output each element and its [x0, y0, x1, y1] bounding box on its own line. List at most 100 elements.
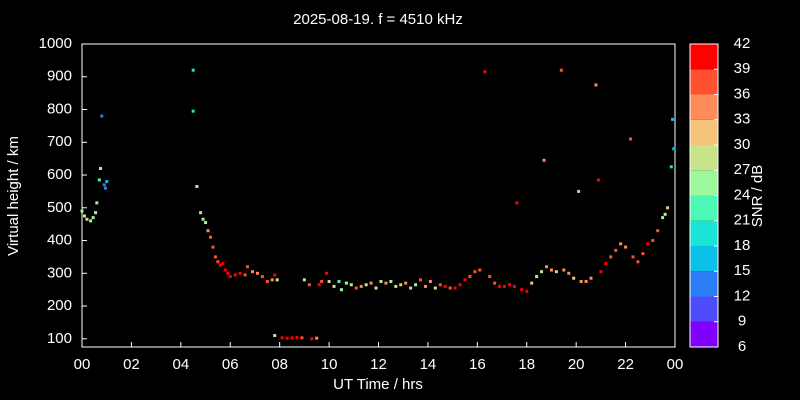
data-point — [102, 183, 106, 187]
colorbar-band — [690, 145, 718, 171]
data-point — [473, 270, 477, 274]
data-point — [384, 281, 388, 285]
data-point — [223, 268, 227, 272]
data-point — [636, 260, 640, 264]
data-point — [211, 245, 215, 249]
data-point — [349, 283, 353, 287]
data-point — [545, 265, 549, 269]
data-point — [428, 279, 432, 283]
data-point — [364, 283, 368, 287]
data-point — [80, 209, 84, 213]
data-point — [535, 275, 539, 279]
colorbar-tick-label: 21 — [734, 212, 751, 229]
data-point — [651, 239, 655, 243]
data-point — [359, 284, 363, 288]
y-tick-label: 600 — [47, 166, 72, 183]
data-point — [300, 336, 304, 340]
data-point — [332, 284, 336, 288]
colorbar-band — [690, 271, 718, 297]
y-tick-label: 100 — [47, 330, 72, 347]
data-point — [228, 275, 232, 279]
y-tick-label: 500 — [47, 199, 72, 216]
data-point — [614, 248, 618, 252]
data-point — [567, 271, 571, 275]
data-point — [100, 114, 104, 118]
colorbar-tick-label: 9 — [738, 313, 746, 330]
data-point — [307, 283, 311, 287]
data-point — [512, 284, 516, 288]
data-point — [520, 288, 524, 292]
data-point — [379, 279, 383, 283]
data-point — [265, 279, 269, 283]
data-point — [656, 229, 660, 233]
data-point — [105, 180, 109, 184]
colorbar-band — [690, 170, 718, 196]
data-point — [255, 271, 259, 275]
data-point — [103, 186, 107, 190]
data-point — [661, 216, 665, 220]
plot-frame — [81, 43, 676, 348]
data-point — [325, 271, 329, 275]
data-point — [290, 336, 294, 340]
data-point — [596, 178, 600, 182]
data-point — [273, 273, 277, 277]
y-tick-label: 1000 — [39, 35, 72, 52]
data-point — [221, 261, 225, 265]
data-point — [478, 268, 482, 272]
x-tick-label: 22 — [617, 356, 634, 373]
data-point — [243, 273, 247, 277]
data-point — [549, 268, 553, 272]
data-point — [99, 166, 103, 170]
data-point — [629, 137, 633, 141]
data-point — [443, 284, 447, 288]
colorbar-band — [690, 321, 718, 347]
data-point — [542, 158, 546, 162]
x-tick-label: 14 — [420, 356, 437, 373]
data-point — [216, 260, 220, 264]
data-point — [233, 273, 237, 277]
data-point — [95, 201, 99, 205]
data-point — [463, 278, 467, 282]
data-point — [589, 276, 593, 280]
colorbar-tick-label: 27 — [734, 161, 751, 178]
x-tick-label: 16 — [469, 356, 486, 373]
data-point — [433, 286, 437, 290]
data-point — [619, 242, 623, 246]
data-point — [218, 263, 222, 267]
data-point — [666, 206, 670, 210]
data-point — [525, 289, 529, 293]
data-point — [503, 284, 507, 288]
colorbar-band — [690, 44, 718, 70]
data-point — [337, 279, 341, 283]
x-tick-label: 12 — [370, 356, 387, 373]
data-point — [577, 189, 581, 193]
data-point — [82, 214, 86, 218]
data-point — [195, 184, 199, 188]
colorbar-label: SNR / dB — [749, 165, 766, 228]
data-point — [310, 337, 314, 341]
data-point — [201, 217, 205, 221]
data-point — [453, 286, 457, 290]
data-point — [238, 271, 242, 275]
colorbar-tick-label: 33 — [734, 111, 751, 128]
data-point — [554, 270, 558, 274]
y-tick-label: 800 — [47, 100, 72, 117]
data-point — [226, 271, 230, 275]
x-tick-label: 18 — [518, 356, 535, 373]
data-point — [530, 281, 534, 285]
data-point — [97, 178, 101, 182]
data-point — [584, 279, 588, 283]
x-tick-label: 20 — [568, 356, 585, 373]
data-point — [448, 286, 452, 290]
data-point — [671, 117, 675, 121]
data-point — [285, 336, 289, 340]
colorbar-band — [690, 296, 718, 322]
y-tick-label: 900 — [47, 68, 72, 85]
data-point — [493, 281, 497, 285]
colorbar-tick-label: 24 — [734, 186, 751, 203]
colorbar-band — [690, 195, 718, 221]
data-point — [270, 278, 274, 282]
data-point — [369, 281, 373, 285]
data-point — [559, 68, 563, 72]
